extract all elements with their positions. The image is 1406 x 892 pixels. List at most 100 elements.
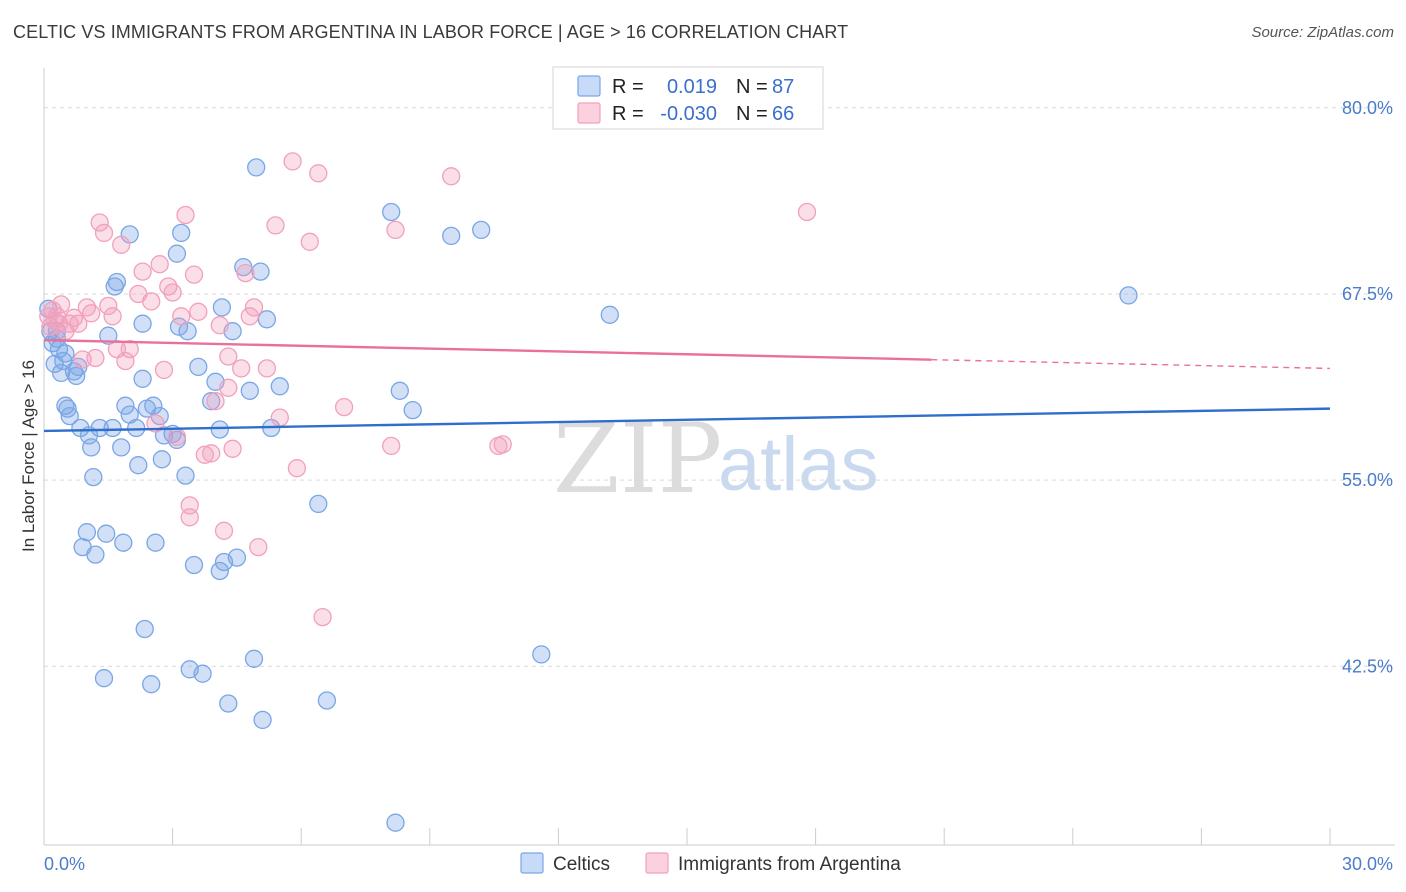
argentina-point-43 [219, 378, 238, 397]
celtics-point-34 [129, 456, 148, 475]
argentina-point-30 [163, 283, 182, 302]
celtics-trend-line [43, 407, 1331, 433]
celtics-point-79 [442, 226, 461, 246]
celtics-point-8 [56, 396, 75, 415]
celtics-legend-swatch [577, 75, 601, 97]
argentina-point-55 [287, 459, 307, 478]
argentina-point-13 [82, 304, 101, 323]
legend-r-label-celtics: R = [612, 76, 644, 98]
celtics-point-58 [212, 298, 232, 317]
celtics-point-65 [240, 381, 259, 400]
argentina-point-39 [202, 444, 221, 463]
celtics-point-48 [176, 466, 195, 485]
argentina-series-swatch [645, 852, 669, 874]
celtics-point-18 [82, 438, 101, 457]
axes [43, 68, 1395, 846]
argentina-point-60 [382, 436, 401, 456]
argentina-trend-line [43, 338, 932, 361]
argentina-point-31 [167, 427, 187, 447]
celtics-series-label: Celtics [553, 854, 610, 875]
celtics-point-10 [60, 406, 79, 426]
legend-n-value-argentina: 66 [772, 103, 794, 125]
celtics-point-83 [1119, 286, 1138, 305]
celtics-point-63 [227, 548, 247, 567]
argentina-point-52 [266, 216, 285, 235]
celtics-point-73 [309, 494, 328, 514]
argentina-point-15 [90, 213, 109, 232]
argentina-point-6 [51, 295, 71, 314]
argentina-point-24 [133, 262, 152, 281]
argentina-point-36 [184, 265, 204, 284]
celtics-point-20 [86, 545, 105, 564]
y-tick-label-80-0: 80.0% [1342, 98, 1393, 118]
y-axis-label: In Labor Force | Age > 16 [19, 360, 38, 552]
argentina-trend-line-dashed [931, 358, 1331, 370]
argentina-point-57 [309, 164, 328, 183]
celtics-point-68 [251, 262, 270, 281]
argentina-point-64 [493, 435, 512, 454]
argentina-point-25 [142, 292, 161, 311]
argentina-point-18 [103, 307, 122, 326]
argentina-point-20 [112, 235, 131, 254]
legend-r-value-argentina: -0.030 [660, 103, 717, 125]
celtics-point-77 [390, 381, 409, 400]
legend-n-value-celtics: 87 [772, 76, 794, 98]
celtics-point-51 [189, 357, 208, 377]
celtics-point-74 [317, 691, 337, 710]
celtics-point-60 [210, 561, 229, 581]
argentina-point-58 [313, 607, 332, 627]
argentina-point-40 [206, 392, 225, 411]
celtics-point-40 [146, 533, 165, 552]
celtics-point-84 [133, 314, 152, 333]
argentina-point-32 [172, 307, 191, 326]
celtics-point-22 [94, 669, 114, 688]
celtics-point-35 [133, 369, 152, 388]
argentina-point-44 [219, 347, 238, 366]
argentina-point-47 [236, 263, 255, 283]
y-tick-labels: 42.5% 55.0% 67.5% 80.0% [1342, 98, 1393, 676]
celtics-point-38 [142, 675, 161, 694]
argentina-point-65 [797, 202, 817, 222]
argentina-point-56 [300, 232, 319, 251]
celtics-point-66 [244, 649, 264, 668]
x-tick-label-min: 0.0% [44, 854, 85, 874]
celtics-point-24 [99, 326, 118, 345]
celtics-point-25 [103, 418, 122, 438]
celtics-point-29 [114, 533, 133, 552]
celtics-point-80 [472, 220, 491, 240]
argentina-series-label: Immigrants from Argentina [678, 854, 901, 875]
celtics-point-55 [202, 392, 221, 411]
celtics-point-72 [270, 377, 289, 396]
argentina-point-35 [180, 508, 199, 527]
series-legend: Celtics Immigrants from Argentina [520, 852, 901, 875]
argentina-point-10 [69, 314, 88, 333]
celtics-point-57 [210, 420, 229, 439]
celtics-point-81 [532, 645, 551, 664]
argentina-point-50 [249, 537, 268, 557]
celtics-point-21 [90, 418, 109, 438]
argentina-point-51 [257, 359, 277, 378]
celtics-point-36 [135, 619, 154, 639]
celtics-point-54 [167, 244, 187, 263]
celtics-point-52 [193, 664, 212, 683]
argentina-point-45 [223, 439, 242, 458]
argentina-point-46 [232, 359, 251, 378]
argentina-point-61 [386, 220, 405, 240]
celtics-point-42 [152, 450, 172, 469]
legend-n-label-argentina: N = [736, 103, 768, 125]
celtics-point-28 [112, 438, 131, 457]
celtics-point-19 [84, 467, 103, 487]
argentina-point-33 [176, 205, 195, 225]
celtics-point-50 [184, 555, 204, 575]
celtics-point-76 [386, 813, 405, 832]
argentina-point-16 [94, 223, 114, 243]
legend-r-value-celtics: 0.019 [667, 76, 717, 98]
argentina-point-42 [214, 521, 234, 540]
y-tick-label-55-0: 55.0% [1342, 470, 1393, 490]
celtics-point-82 [600, 305, 619, 324]
celtics-point-23 [97, 524, 116, 543]
argentina-point-21 [116, 351, 135, 371]
argentina-point-37 [189, 302, 208, 321]
celtics-point-69 [253, 710, 272, 730]
